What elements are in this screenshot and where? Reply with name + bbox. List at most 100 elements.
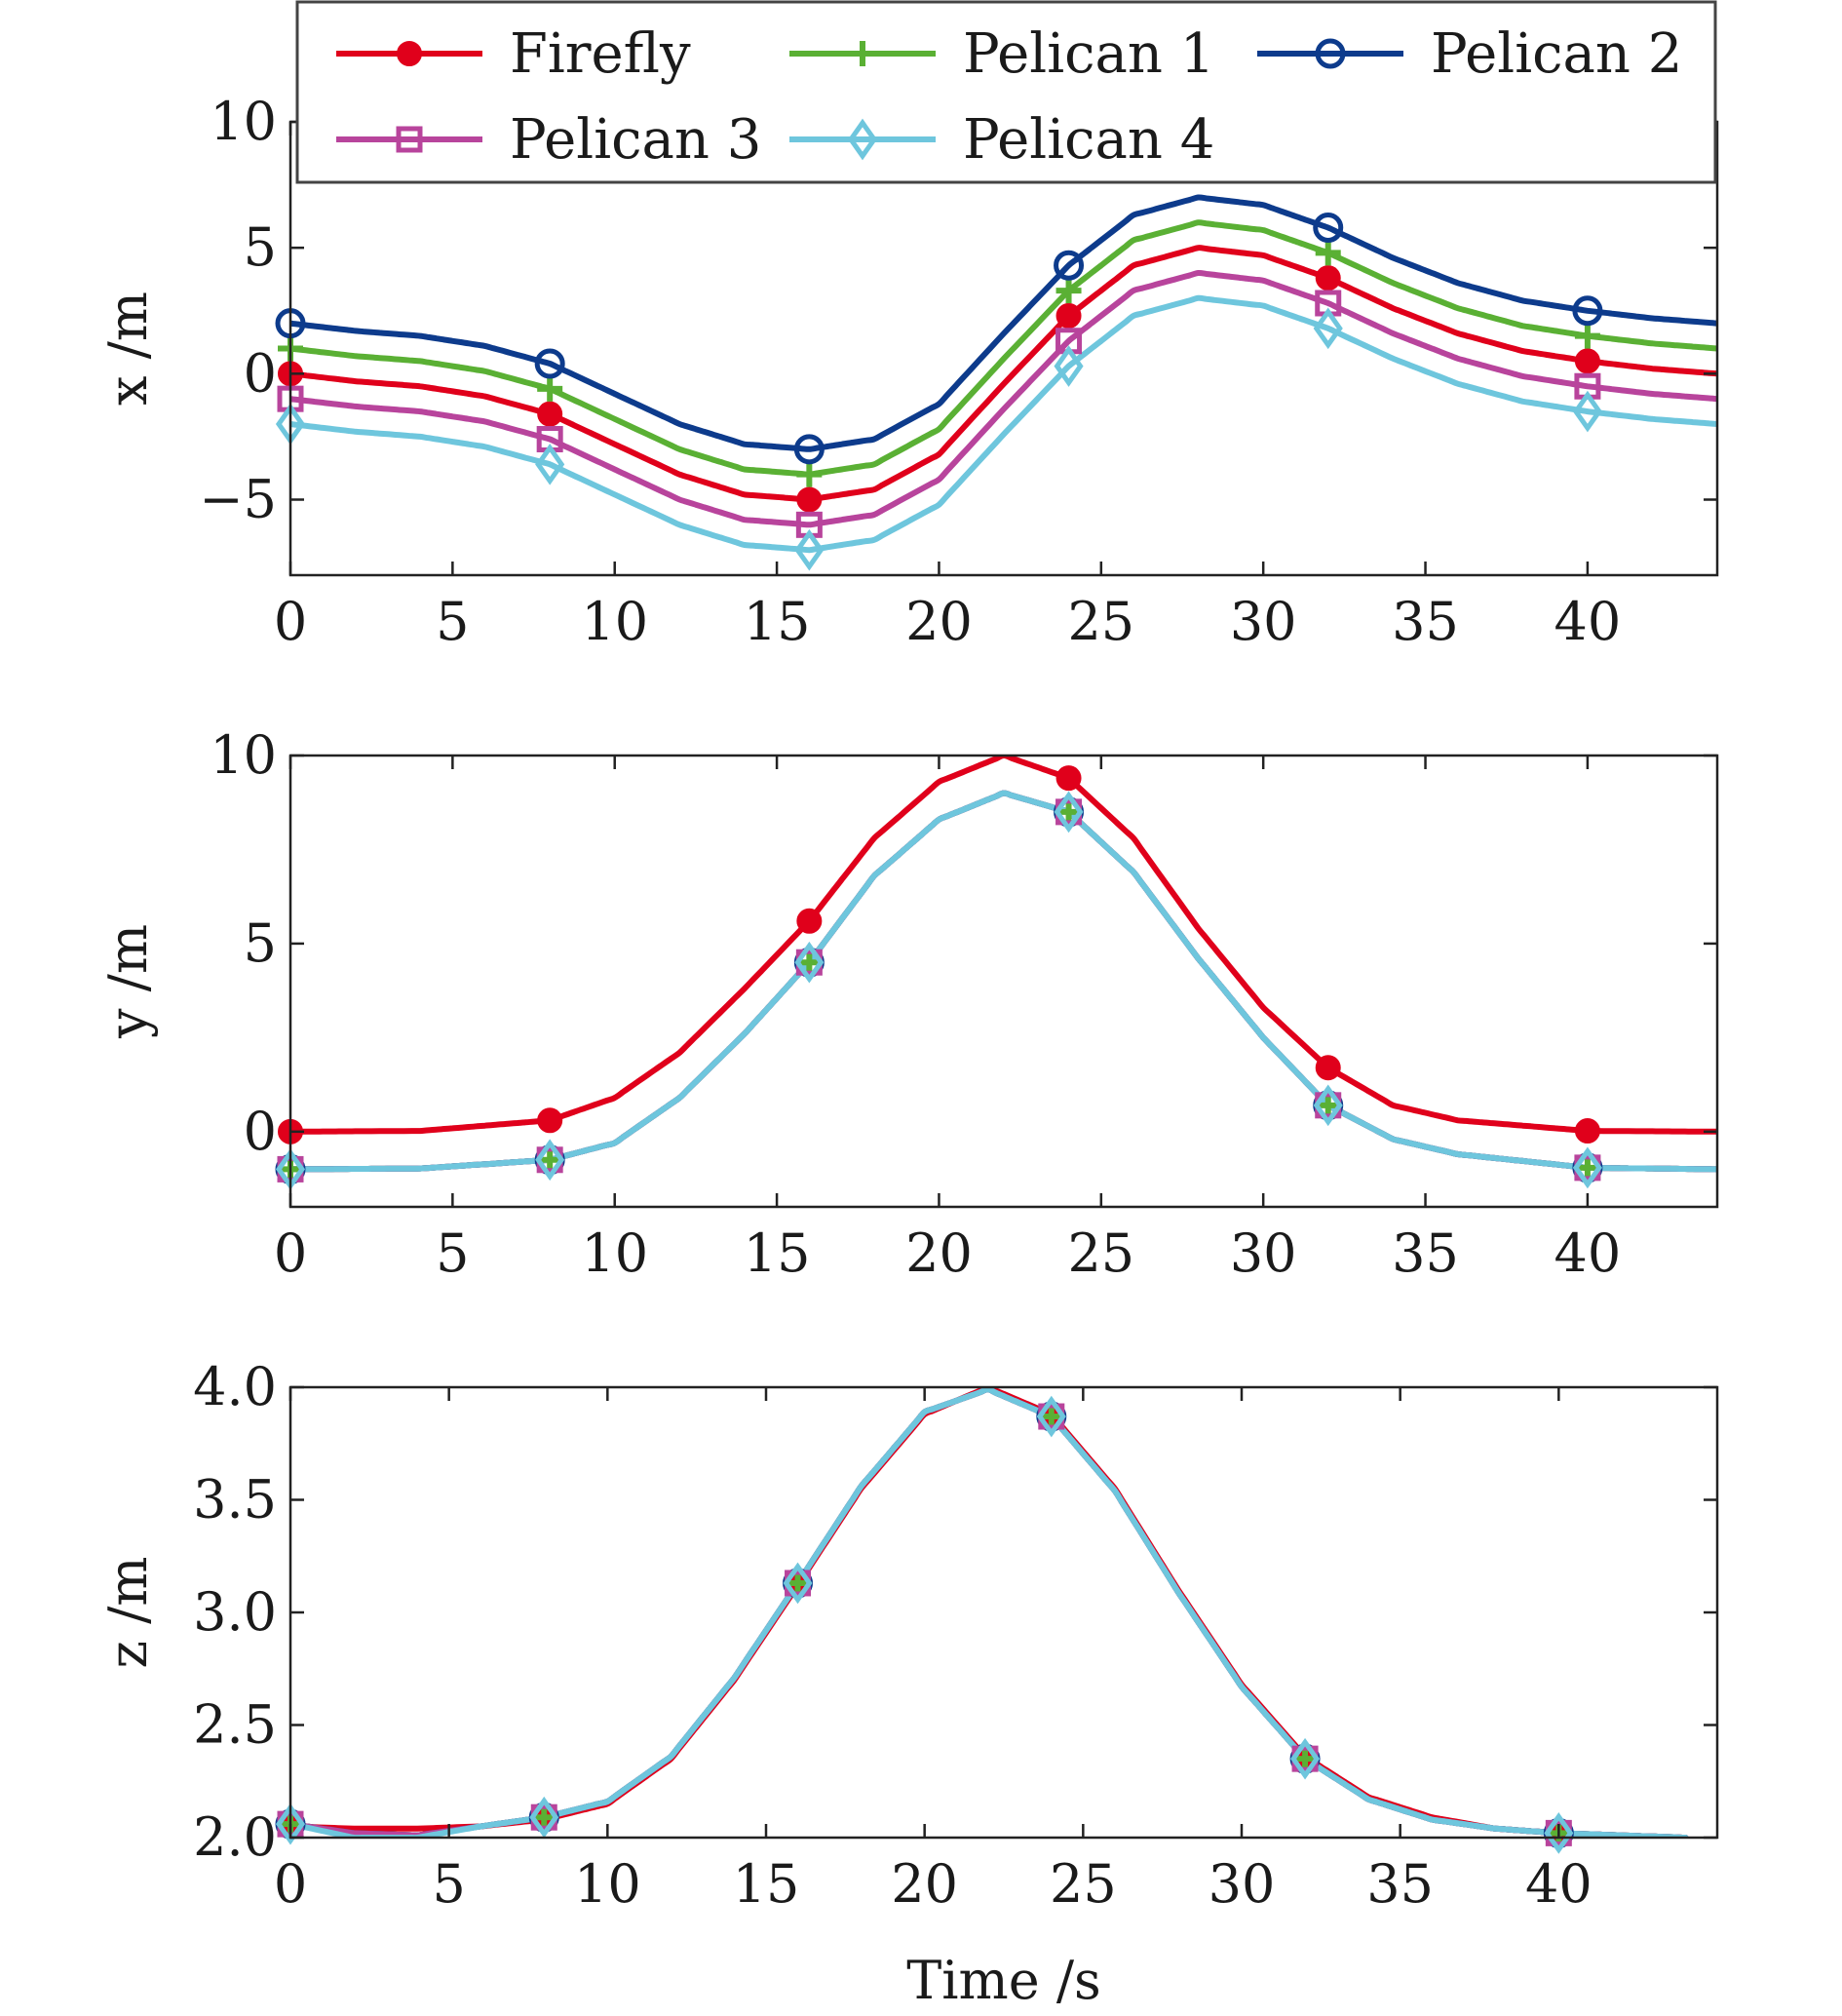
x-tick-label: 20 (905, 1222, 973, 1284)
data-point-firefly (796, 908, 823, 934)
x-tick-label: 35 (1366, 1853, 1434, 1915)
data-point-pelican-1 (1574, 323, 1600, 349)
data-point-pelican-4 (1572, 1146, 1602, 1189)
data-point-pelican-1 (796, 461, 823, 487)
y-axis-label: x /m (97, 291, 159, 406)
data-point-pelican-4 (1572, 390, 1602, 433)
y-tick-label: 2.0 (193, 1806, 277, 1868)
data-point-firefly (1574, 1118, 1600, 1144)
data-point-firefly (1055, 302, 1082, 329)
data-point-pelican-4-shape (1544, 1812, 1574, 1854)
data-point-firefly (1315, 265, 1341, 291)
data-point-pelican-4 (1054, 345, 1084, 387)
legend-swatch-marker-shape (1315, 38, 1346, 69)
x-tick-label: 5 (436, 591, 469, 652)
subplot-2: 0 5 10 15 20 25 30 35 40 0 5 10 y /m (97, 724, 1719, 1284)
legend-item-firefly: Firefly (336, 22, 691, 86)
data-point-pelican-4 (1054, 791, 1084, 834)
x-tick-label: 30 (1230, 1222, 1297, 1284)
subplot-3-series (290, 1387, 1689, 1838)
data-point-pelican-2-shape (1313, 213, 1344, 243)
legend-label: Pelican 3 (510, 108, 761, 172)
legend-label: Pelican 1 (963, 22, 1214, 86)
legend-label: Firefly (510, 22, 691, 86)
data-point-pelican-4 (1544, 1812, 1574, 1854)
legend-item-pelican-3: Pelican 3 (336, 108, 761, 172)
y-tick-label: 0 (244, 1101, 277, 1162)
data-point-pelican-4 (529, 1796, 559, 1839)
legend-swatch-marker (850, 41, 875, 66)
x-tick-label: 0 (274, 1222, 307, 1284)
x-tick-label: 0 (274, 1853, 307, 1915)
x-tick-label: 35 (1392, 1222, 1459, 1284)
data-point-pelican-2 (1313, 213, 1344, 243)
x-tick-label: 5 (436, 1222, 469, 1284)
series-line-pelican-1 (290, 219, 1717, 478)
y-tick-label: 10 (210, 724, 277, 786)
x-tick-label: 10 (574, 1853, 641, 1915)
legend-swatch-marker (847, 118, 878, 161)
data-point-pelican-1-shape (1574, 323, 1600, 349)
legend-item-pelican-1: Pelican 1 (789, 22, 1214, 86)
series-line-pelican-4 (290, 1387, 1689, 1838)
data-point-firefly (537, 401, 563, 427)
x-tick-label: 10 (581, 1222, 648, 1284)
y-tick-label: 5 (244, 216, 277, 278)
data-point-pelican-4-shape (1572, 1146, 1602, 1189)
x-tick-label: 15 (744, 1222, 811, 1284)
legend-item-pelican-2: Pelican 2 (1257, 22, 1682, 86)
data-point-pelican-4 (794, 528, 825, 571)
x-tick-label: 40 (1554, 1222, 1622, 1284)
data-point-pelican-4 (535, 443, 565, 485)
data-point-pelican-4 (1036, 1395, 1066, 1438)
data-point-pelican-2 (1054, 250, 1085, 281)
x-tick-label: 40 (1554, 591, 1622, 652)
data-point-pelican-4-shape (1054, 345, 1084, 387)
data-point-pelican-1 (1315, 240, 1341, 266)
data-point-pelican-2-shape (1054, 250, 1085, 281)
data-point-pelican-1-shape (1315, 240, 1341, 266)
series-line-pelican-3 (290, 269, 1717, 528)
x-tick-label: 25 (1050, 1853, 1117, 1915)
data-point-firefly-shape (1055, 302, 1082, 329)
series-line-firefly (290, 756, 1717, 1135)
x-tick-label: 0 (274, 591, 307, 652)
x-axis-label: Time /s (906, 1950, 1101, 2011)
data-point-pelican-4-shape (783, 1562, 813, 1605)
legend-swatch-marker (396, 126, 423, 153)
y-tick-label: 0 (244, 342, 277, 404)
data-point-pelican-4-shape (275, 1803, 306, 1845)
data-point-pelican-4-shape (1313, 307, 1343, 350)
y-tick-label: 10 (210, 91, 277, 152)
legend-swatch-marker (1315, 38, 1346, 69)
x-tick-label: 25 (1067, 1222, 1134, 1284)
legend-swatch-marker-shape (397, 41, 422, 66)
data-point-pelican-4-shape (535, 443, 565, 485)
x-tick-label: 25 (1067, 591, 1134, 652)
data-point-pelican-1-shape (537, 375, 563, 402)
y-tick-label: 3.5 (193, 1469, 277, 1531)
series-line-pelican-4 (290, 294, 1717, 554)
data-point-pelican-4-shape (1290, 1737, 1321, 1780)
data-point-pelican-4 (1313, 1084, 1343, 1127)
series-line-pelican-4 (290, 790, 1717, 1173)
data-point-firefly-shape (537, 1107, 563, 1134)
legend-label: Pelican 2 (1431, 22, 1682, 86)
data-point-pelican-1 (537, 375, 563, 402)
data-point-pelican-4-shape (794, 528, 825, 571)
data-point-pelican-4-shape (1036, 1395, 1066, 1438)
data-point-firefly (1574, 348, 1600, 374)
data-point-firefly-shape (1315, 1055, 1341, 1081)
legend-box (295, 0, 1717, 184)
data-point-firefly (796, 486, 823, 513)
data-point-pelican-2 (534, 348, 565, 379)
data-point-firefly-shape (1574, 1118, 1600, 1144)
data-point-pelican-2 (793, 434, 825, 465)
y-tick-label: 2.5 (193, 1694, 277, 1756)
x-tick-label: 20 (905, 591, 973, 652)
x-tick-label: 20 (891, 1853, 958, 1915)
data-point-pelican-2 (1572, 295, 1603, 327)
x-tick-label: 40 (1525, 1853, 1593, 1915)
subplot-1-series (290, 194, 1717, 554)
x-tick-label: 5 (432, 1853, 465, 1915)
